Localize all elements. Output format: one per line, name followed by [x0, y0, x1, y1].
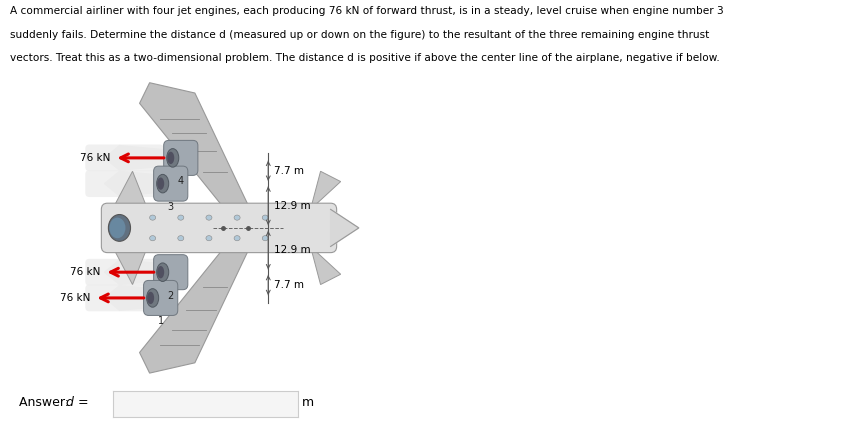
Polygon shape — [104, 146, 165, 170]
Text: 76 kN: 76 kN — [60, 293, 90, 303]
Text: 12.9 m: 12.9 m — [274, 245, 311, 255]
Polygon shape — [104, 260, 165, 285]
Ellipse shape — [235, 215, 241, 220]
Text: 76 kN: 76 kN — [70, 267, 101, 277]
Polygon shape — [310, 171, 341, 209]
Ellipse shape — [206, 215, 212, 220]
Ellipse shape — [168, 152, 174, 164]
Text: m: m — [302, 396, 314, 409]
Ellipse shape — [147, 292, 154, 304]
Ellipse shape — [149, 215, 155, 220]
Text: suddenly fails. Determine the distance d (measured up or down on the figure) to : suddenly fails. Determine the distance d… — [10, 30, 710, 40]
Ellipse shape — [109, 218, 125, 238]
Text: 76 kN: 76 kN — [80, 153, 111, 163]
Text: 1: 1 — [157, 317, 164, 326]
Polygon shape — [113, 247, 148, 285]
Text: 7.7 m: 7.7 m — [274, 166, 304, 176]
Polygon shape — [104, 285, 165, 310]
Text: A commercial airliner with four jet engines, each producing 76 kN of forward thr: A commercial airliner with four jet engi… — [10, 6, 724, 16]
Ellipse shape — [178, 236, 184, 241]
Ellipse shape — [149, 236, 155, 241]
FancyBboxPatch shape — [154, 166, 188, 201]
Ellipse shape — [108, 215, 131, 241]
Ellipse shape — [156, 174, 168, 193]
Text: 12.9 m: 12.9 m — [274, 201, 311, 211]
Text: Answer:: Answer: — [19, 396, 73, 409]
FancyBboxPatch shape — [164, 141, 198, 176]
Text: 2: 2 — [168, 291, 174, 301]
Text: =: = — [74, 396, 93, 409]
Text: 3: 3 — [168, 202, 174, 212]
Ellipse shape — [262, 215, 268, 220]
Ellipse shape — [235, 236, 241, 241]
Ellipse shape — [157, 266, 164, 278]
Polygon shape — [310, 247, 341, 285]
FancyBboxPatch shape — [143, 280, 178, 315]
FancyBboxPatch shape — [85, 259, 164, 285]
Ellipse shape — [206, 236, 212, 241]
Polygon shape — [113, 171, 148, 209]
FancyBboxPatch shape — [85, 144, 164, 171]
Ellipse shape — [147, 289, 159, 307]
Polygon shape — [139, 247, 250, 373]
Ellipse shape — [262, 236, 268, 241]
Text: vectors. Treat this as a two-dimensional problem. The distance d is positive if : vectors. Treat this as a two-dimensional… — [10, 53, 720, 63]
FancyBboxPatch shape — [101, 203, 337, 253]
Polygon shape — [139, 83, 250, 209]
FancyBboxPatch shape — [85, 285, 164, 311]
Ellipse shape — [156, 263, 168, 282]
Text: 7.7 m: 7.7 m — [274, 280, 304, 290]
Text: 4: 4 — [178, 176, 184, 187]
Text: i: i — [101, 398, 105, 411]
Text: d: d — [65, 396, 73, 409]
Ellipse shape — [178, 215, 184, 220]
FancyBboxPatch shape — [85, 170, 164, 197]
Polygon shape — [104, 171, 165, 196]
Ellipse shape — [167, 149, 179, 167]
Polygon shape — [331, 209, 359, 247]
FancyBboxPatch shape — [154, 255, 188, 290]
Ellipse shape — [157, 178, 164, 190]
